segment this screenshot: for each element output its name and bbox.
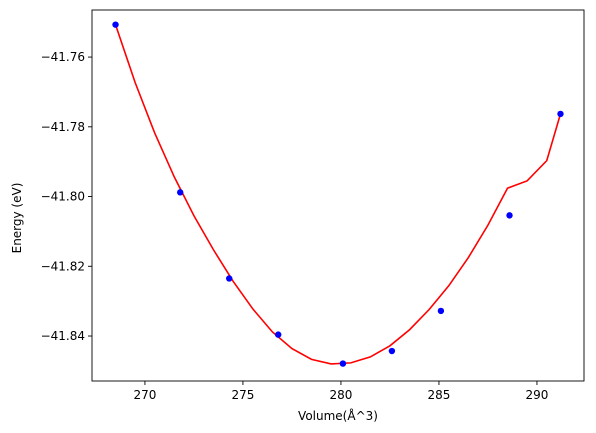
y-tick-label: −41.84 — [41, 329, 85, 343]
data-point — [339, 360, 347, 367]
data-point — [557, 110, 564, 118]
data-point — [275, 331, 282, 338]
data-point — [226, 275, 233, 282]
x-tick-label: 290 — [526, 388, 549, 402]
data-point — [506, 212, 513, 219]
data-point — [388, 347, 396, 355]
data-point — [437, 307, 445, 315]
y-tick-label: −41.78 — [41, 120, 85, 134]
x-tick-label: 280 — [329, 388, 352, 402]
data-point — [112, 21, 119, 28]
y-axis-label: Energy (eV) — [10, 183, 24, 254]
axes-frame — [91, 9, 585, 382]
axes: 270 275 280 285 290 −41.76 −41.78 −41.80 −41.82 −… — [41, 9, 585, 402]
data-point — [177, 189, 184, 196]
y-tick-label: −41.80 — [41, 190, 85, 204]
x-tick-label: 285 — [427, 388, 450, 402]
plot-area — [112, 21, 564, 367]
y-tick-label: −41.76 — [41, 50, 85, 64]
y-tick-label: −41.82 — [41, 259, 85, 273]
x-axis-label: Volume(Å^3) — [298, 408, 378, 423]
x-tick-label: 270 — [133, 388, 156, 402]
x-tick-label: 275 — [231, 388, 254, 402]
